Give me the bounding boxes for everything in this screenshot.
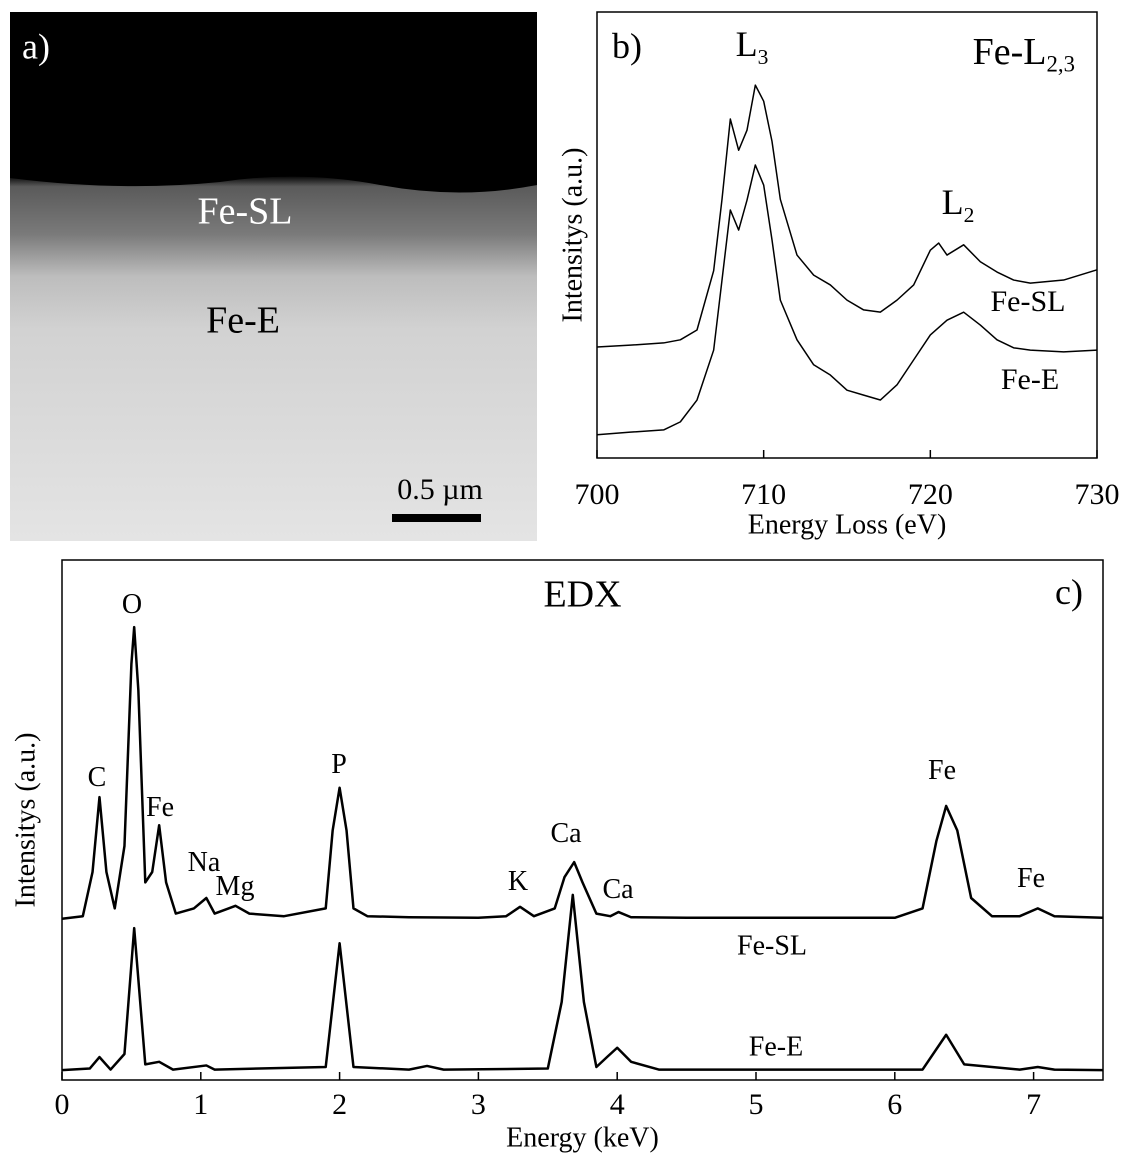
series-label: Fe-E: [749, 1031, 803, 1062]
annotation-text: Ca: [602, 874, 634, 905]
annotation: L2: [942, 182, 975, 226]
plot-frame: [596, 11, 1098, 459]
annotation-text: O: [122, 589, 142, 620]
x-axis-label: Energy Loss (eV): [748, 509, 947, 540]
annotation-text: Fe-L: [973, 31, 1047, 73]
x-tick-label: 710: [741, 478, 786, 511]
scale-bar-label: 0.5 µm: [397, 473, 483, 506]
annotation: C: [88, 762, 107, 793]
x-tick-label: 2: [332, 1088, 347, 1121]
annotation-subscript: 2: [964, 203, 975, 227]
annotation-text: Ca: [550, 818, 582, 849]
y-axis-label: Intensitys (a.u.): [557, 148, 588, 323]
annotation-text: Na: [188, 847, 221, 878]
annotation: c): [1055, 572, 1083, 612]
annotation-subscript: 2,3: [1047, 52, 1076, 77]
annotation-text: L: [942, 182, 964, 222]
annotation-text: b): [612, 26, 642, 66]
annotation-text: Fe: [1017, 863, 1045, 894]
x-axis-label: Energy (keV): [506, 1122, 659, 1153]
annotation-subscript: 3: [758, 45, 769, 69]
annotation: Fe-L2,3: [973, 31, 1075, 77]
x-tick-label: 4: [610, 1088, 625, 1121]
annotation-text: P: [331, 749, 347, 780]
spectrum-line: [596, 164, 1098, 436]
x-tick-label: 720: [908, 478, 953, 511]
annotation-text: Fe: [928, 755, 956, 786]
annotation-text: L: [736, 24, 758, 64]
annotation: Fe: [928, 755, 956, 786]
annotation: Ca: [550, 818, 582, 849]
annotation-text: Mg: [216, 871, 255, 902]
x-tick-label: 5: [749, 1088, 764, 1121]
series-label: Fe-SL: [737, 930, 807, 961]
region-label: Fe-E: [206, 300, 280, 342]
spectrum-line: [596, 84, 1098, 348]
chart-title: EDX: [543, 574, 621, 616]
plot-frame: [61, 559, 1104, 1081]
annotation-text: C: [88, 762, 107, 793]
annotation: L3: [736, 24, 769, 68]
annotation-text: Fe: [146, 792, 174, 823]
x-tick-label: 730: [1075, 478, 1120, 511]
annotation: Mg: [216, 871, 255, 902]
annotation: O: [122, 589, 142, 620]
x-tick-label: 1: [193, 1088, 208, 1121]
annotation: K: [508, 866, 528, 897]
x-tick-label: 7: [1026, 1088, 1041, 1121]
scale-bar: [392, 514, 481, 522]
x-tick-label: 0: [55, 1088, 70, 1121]
vacuum-region: [10, 12, 537, 193]
spectrum-line: [61, 893, 1104, 1072]
x-tick-label: 3: [471, 1088, 486, 1121]
annotation: Fe: [1017, 863, 1045, 894]
annotation: Ca: [602, 874, 634, 905]
annotation-text: c): [1055, 572, 1083, 612]
series-label: Fe-E: [1001, 363, 1059, 396]
x-tick-label: 6: [887, 1088, 902, 1121]
x-tick-label: 700: [575, 478, 620, 511]
panel-label: a): [22, 26, 50, 66]
annotation: Fe: [146, 792, 174, 823]
region-label: Fe-SL: [198, 191, 293, 233]
annotation: Na: [188, 847, 221, 878]
annotation-text: K: [508, 866, 528, 897]
panel-a: a) Fe-SL Fe-E 0.5 µm: [10, 12, 537, 541]
spectrum-line: [61, 625, 1104, 921]
series-label: Fe-SL: [991, 285, 1066, 318]
annotation: b): [612, 26, 642, 66]
y-axis-label: Intensitys (a.u.): [10, 733, 41, 908]
annotation: P: [331, 749, 347, 780]
